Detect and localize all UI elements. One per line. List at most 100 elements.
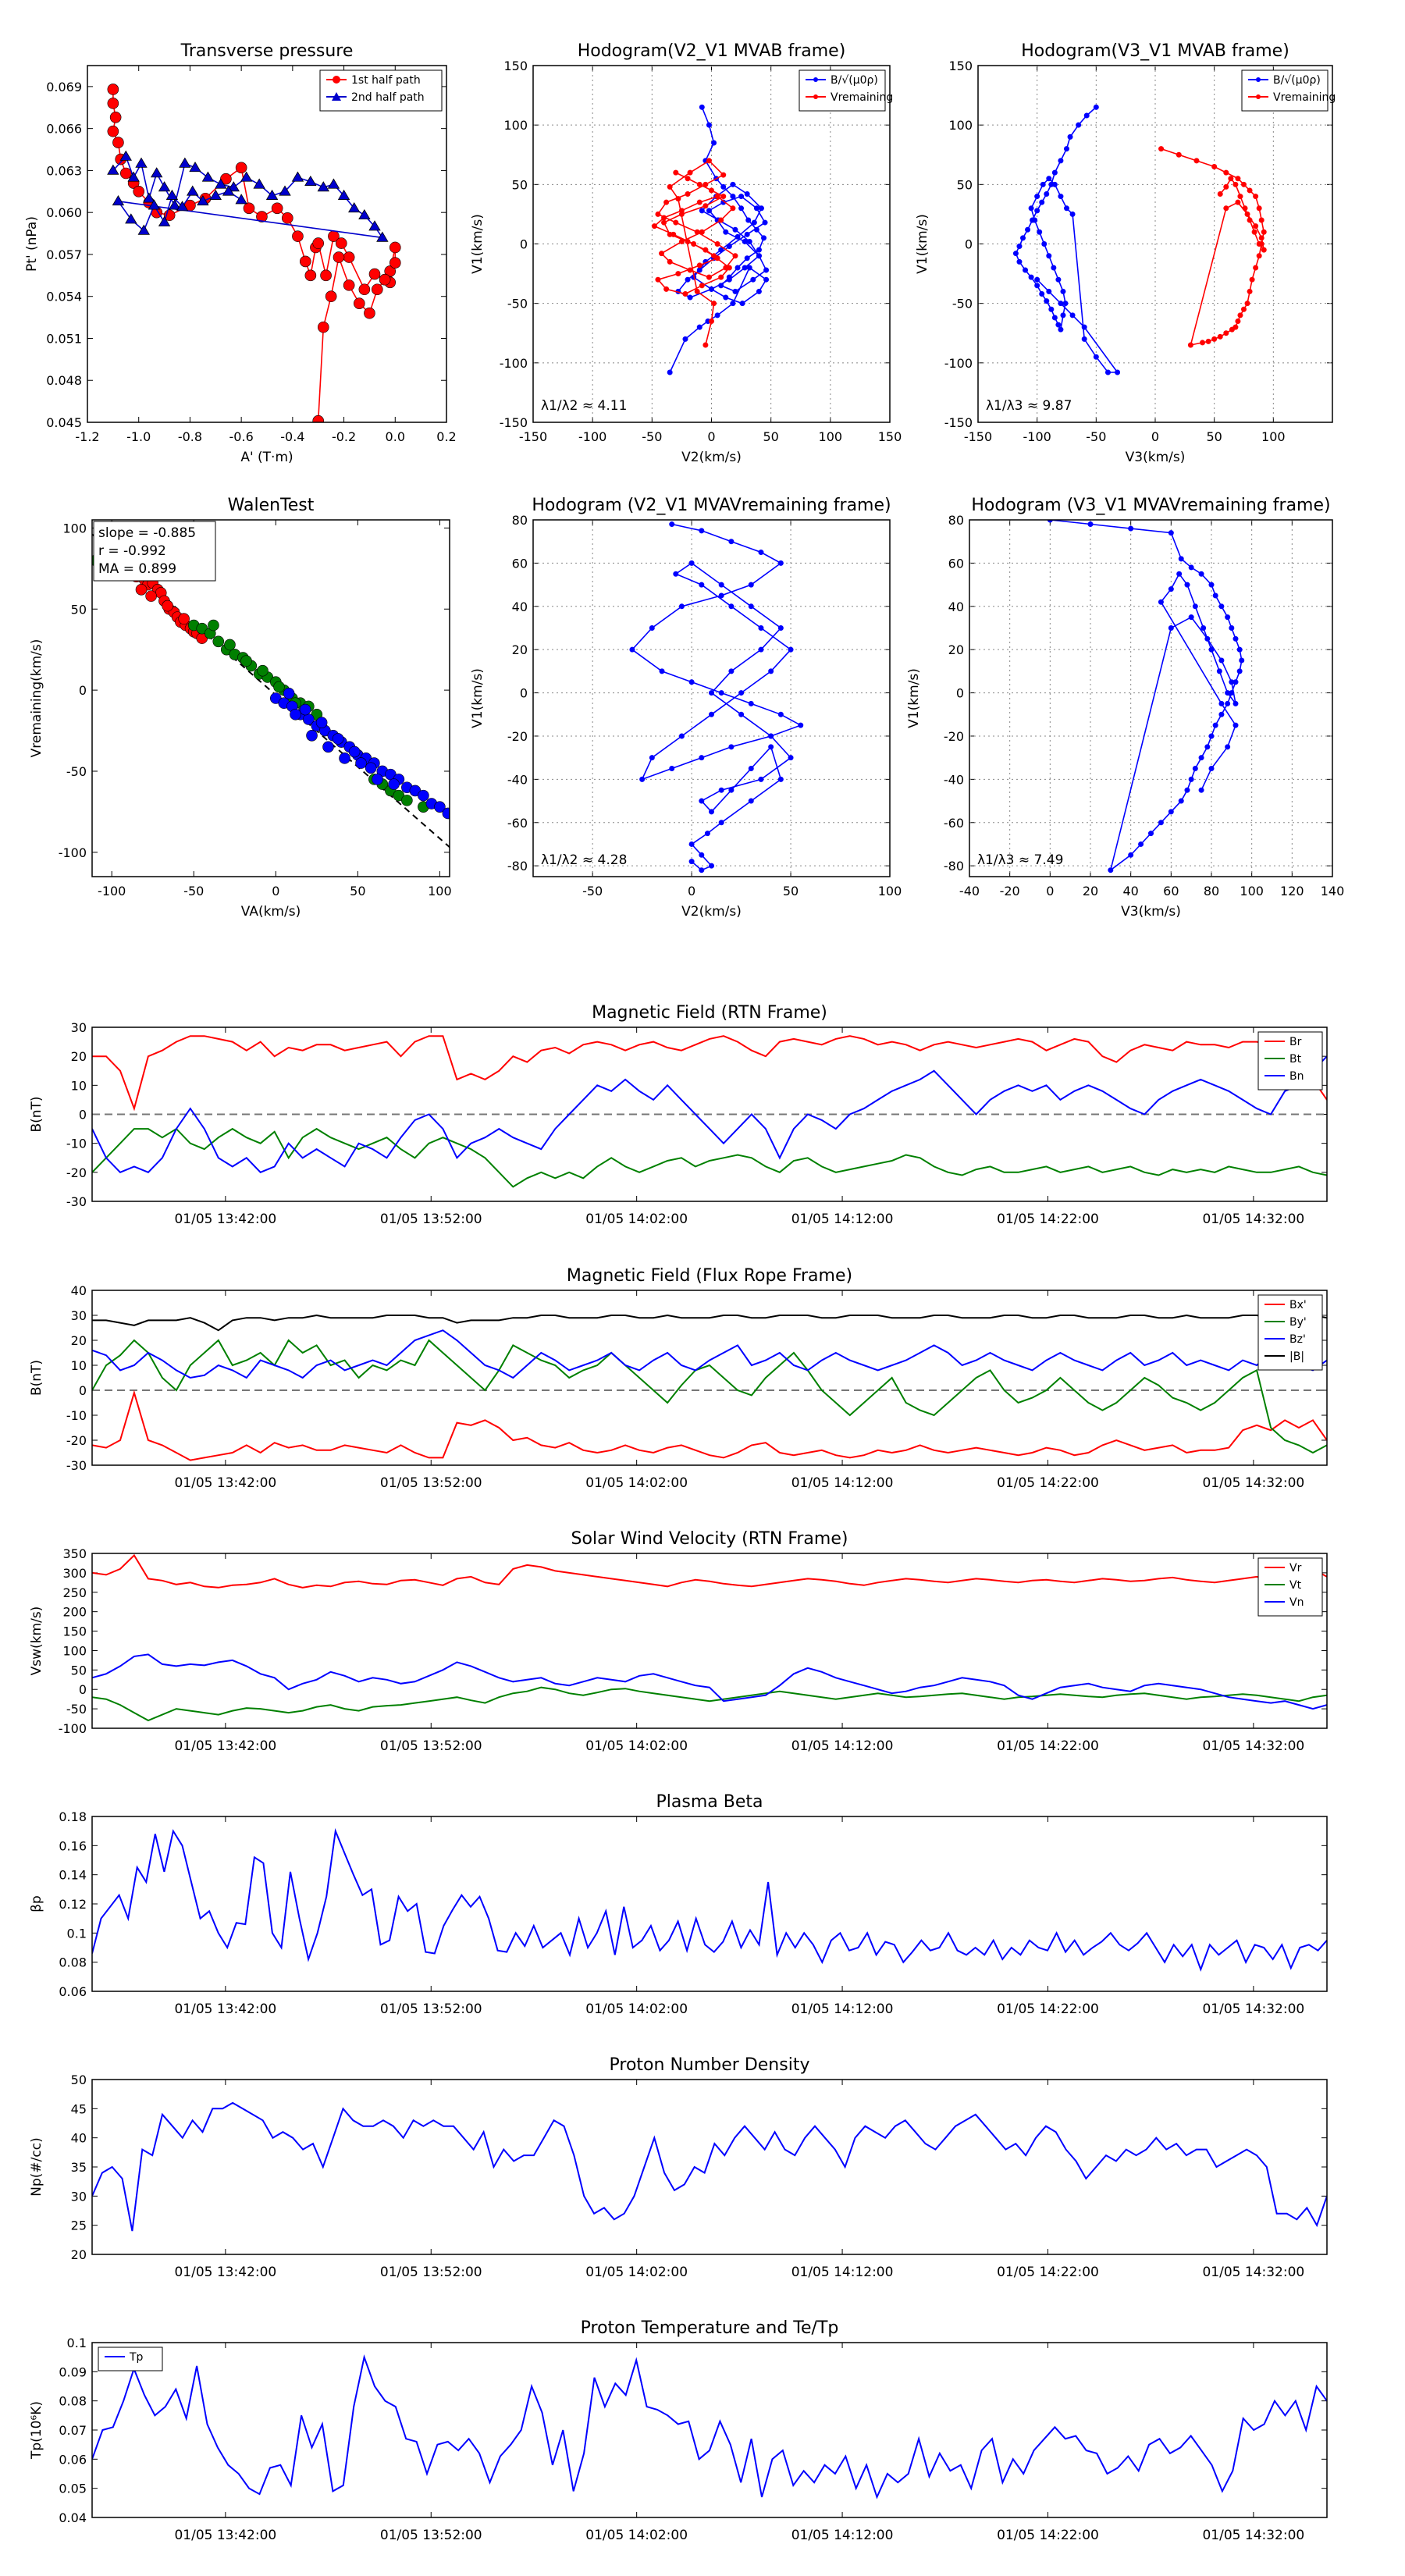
axes-frame (977, 65, 1333, 423)
x-tick-label: -50 (582, 884, 603, 898)
plot-area (92, 2354, 1327, 2500)
data-point (756, 247, 762, 253)
x-tick-label: 01/05 14:12:00 (791, 2001, 894, 2017)
data-point (371, 283, 383, 296)
data-point (661, 215, 667, 221)
y-tick-label: 150 (503, 59, 528, 73)
y-tick-label: 80 (512, 513, 528, 528)
data-point (335, 237, 347, 249)
data-point (1044, 298, 1050, 304)
data-point (718, 582, 724, 588)
series-line (1015, 106, 1119, 373)
legend-marker (813, 77, 818, 82)
data-point (744, 231, 750, 237)
data-point (706, 122, 712, 128)
y-tick-label: 20 (71, 2247, 87, 2262)
y-tick-label: 0.04 (59, 2510, 87, 2525)
legend-label: 2nd half path (351, 91, 425, 104)
y-axis-label: B(nT) (29, 1096, 44, 1132)
data-point (704, 831, 710, 837)
data-point (389, 257, 401, 269)
x-tick-label: 50 (783, 884, 799, 898)
y-tick-label: 200 (62, 1605, 87, 1620)
data-point (726, 244, 732, 250)
plot-area (92, 533, 450, 848)
y-tick-label: -60 (944, 816, 964, 831)
data-point (434, 801, 446, 813)
x-tick-label: 01/05 14:32:00 (1202, 2528, 1304, 2543)
data-point (179, 157, 191, 168)
legend-label: Bz' (1289, 1333, 1306, 1346)
series-b----0-- (667, 104, 770, 375)
y-tick-label: -20 (66, 1165, 87, 1180)
data-point (1076, 122, 1082, 128)
data-point (678, 238, 685, 244)
data-point (678, 603, 685, 610)
x-tick-label: 20 (1083, 884, 1098, 898)
chart-title: Magnetic Field (RTN Frame) (592, 1003, 827, 1023)
data-point (708, 187, 714, 194)
y-tick-label: 150 (62, 1624, 87, 1639)
data-point (1055, 276, 1062, 283)
legend-marker (1256, 77, 1261, 82)
data-point (220, 173, 232, 185)
legend-box (799, 69, 886, 112)
data-point (201, 171, 215, 182)
data-point (208, 619, 219, 632)
chart-title: Hodogram (V2_V1 MVAVremaining frame) (532, 496, 891, 515)
legend-label: Bx' (1289, 1299, 1307, 1311)
data-point (1081, 324, 1087, 330)
data-point (1223, 330, 1229, 336)
x-tick-label: 0.0 (386, 429, 405, 444)
data-point (629, 646, 635, 653)
data-point (1253, 194, 1259, 200)
y-tick-label: 150 (948, 59, 973, 73)
data-point (109, 112, 122, 123)
data-point (1256, 205, 1262, 212)
plot-area (651, 104, 770, 375)
x-axis-label: V2(km/s) (681, 450, 742, 465)
y-tick-label: 0.066 (46, 122, 82, 137)
x-tick-label: -50 (642, 429, 662, 444)
data-point (788, 646, 794, 653)
data-point (691, 240, 697, 247)
x-tick-label: 01/05 13:52:00 (380, 1738, 482, 1754)
data-point (332, 733, 344, 745)
y-tick-label: 20 (948, 642, 964, 657)
plot-area (1047, 520, 1245, 873)
chart-h2: Hodogram(V3_V1 MVAB frame) -150 -100 -50 0 50… (915, 41, 1336, 465)
data-point (699, 852, 705, 858)
series-bt (92, 1127, 1327, 1188)
legend: Tp (98, 2347, 163, 2371)
y-tick-label: 0.07 (59, 2423, 87, 2438)
series-vremaining (651, 158, 738, 348)
chart-walen: WalenTest -100 -50 0 50 100 -100 -50 0 50 100 VA(km… (29, 496, 452, 920)
data-point (669, 521, 675, 528)
data-point (728, 539, 735, 545)
x-tick-label: 01/05 14:32:00 (1202, 1738, 1304, 1754)
chart-title: Hodogram(V3_V1 MVAB frame) (1021, 41, 1289, 61)
data-point (401, 795, 413, 806)
data-point (706, 274, 712, 280)
data-point (714, 312, 720, 318)
x-tick-label: 01/05 14:22:00 (997, 2001, 1099, 2017)
data-point (758, 646, 764, 653)
data-point (1168, 624, 1174, 631)
x-axis-label: VA(km/s) (241, 904, 301, 920)
data-point (235, 162, 247, 174)
data-point (758, 550, 764, 556)
y-tick-label: 35 (71, 2160, 87, 2175)
y-tick-label: -80 (507, 859, 528, 873)
data-point (768, 668, 774, 674)
data-point (728, 787, 735, 793)
data-point (178, 613, 190, 625)
y-tick-label: 0.060 (46, 205, 82, 220)
x-tick-label: 0 (1151, 429, 1159, 444)
data-point (322, 741, 334, 753)
data-point (1204, 744, 1211, 750)
data-point (688, 679, 695, 685)
data-point (675, 271, 681, 277)
y-tick-label: 0.054 (46, 290, 82, 304)
data-point (751, 219, 757, 226)
data-point (1039, 290, 1045, 297)
